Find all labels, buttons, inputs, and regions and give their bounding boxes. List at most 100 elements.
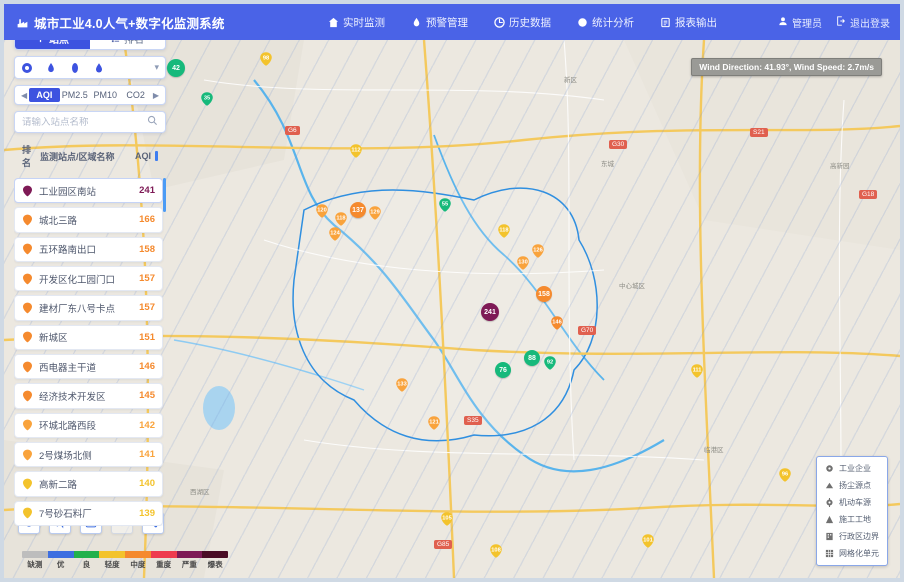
scale-swatch [99, 551, 125, 558]
scale-swatch [150, 551, 177, 558]
station-row[interactable]: 西电器主干道 146 [14, 353, 163, 380]
map-marker-pin[interactable]: 133 [395, 377, 409, 396]
user-icon [778, 16, 788, 29]
station-value: 140 [139, 478, 155, 490]
svg-text:146: 146 [552, 319, 561, 325]
map-marker-pin[interactable]: 124 [328, 226, 342, 245]
sort-icon[interactable] [155, 151, 158, 161]
station-row[interactable]: 开发区化工园门口 157 [14, 265, 163, 292]
station-row[interactable]: 高新二路 140 [14, 471, 163, 497]
road-label: G85 [434, 540, 453, 549]
nav-item-2[interactable]: 历史数据 [494, 15, 551, 30]
place-label: 东城 [601, 161, 614, 168]
station-row[interactable]: 工业园区南站 241 [14, 178, 163, 204]
station-name: 2号煤场北侧 [39, 450, 92, 462]
road-label: S21 [750, 128, 768, 137]
report-icon [660, 17, 671, 28]
nav-item-4[interactable]: 报表输出 [660, 15, 717, 30]
pollutant-tab-co2[interactable]: CO2 [126, 90, 145, 100]
map-marker-pin[interactable]: 92 [543, 355, 557, 374]
map-marker-pin[interactable]: 108 [489, 543, 503, 562]
svg-text:96: 96 [782, 471, 788, 477]
svg-text:92: 92 [547, 359, 553, 365]
map-marker-pin[interactable]: 120 [315, 203, 329, 222]
dust-icon[interactable] [93, 62, 105, 74]
user-account[interactable]: 管理员 [778, 15, 822, 30]
map-marker-bubble[interactable]: 158 [536, 286, 552, 302]
map-marker-pin[interactable]: 35 [200, 91, 214, 110]
map-marker-pin[interactable]: 129 [368, 205, 382, 224]
map-marker-pin[interactable]: 126 [531, 243, 545, 262]
svg-text:124: 124 [330, 230, 340, 236]
flame-icon[interactable] [45, 62, 57, 74]
station-name: 西电器主干道 [39, 362, 97, 374]
map-marker-pin[interactable]: 146 [550, 315, 564, 334]
station-list[interactable]: 工业园区南站 241 城北三路 166 五环路南出口 158 开发区化工园门口 157 建材厂东… [14, 178, 166, 526]
station-row[interactable]: 新城区 151 [14, 324, 163, 350]
map-marker-bubble[interactable]: 76 [495, 362, 511, 378]
header-value: AQI [134, 151, 151, 161]
map-marker-pin[interactable]: 55 [438, 197, 452, 216]
gas-icon[interactable] [69, 62, 81, 74]
station-name: 城北三路 [39, 215, 78, 227]
station-row[interactable]: 建材厂东八号卡点 157 [14, 295, 163, 321]
station-name: 高新二路 [39, 479, 78, 491]
station-row[interactable]: 五环路南出口 158 [14, 236, 163, 262]
pollutant-next-arrow[interactable]: ▶ [152, 90, 159, 100]
legend-label-2: 机动车源 [839, 498, 871, 507]
station-name: 五环路南出口 [39, 245, 97, 257]
map-marker-bubble[interactable]: 88 [524, 350, 540, 366]
station-value: 151 [139, 331, 155, 343]
marker-yellow-icon [22, 478, 33, 490]
map-marker-pin[interactable]: 98 [259, 51, 273, 70]
station-row[interactable]: 城北三路 166 [14, 207, 163, 233]
station-name: 经济技术开发区 [39, 391, 106, 403]
map-marker-pin[interactable]: 118 [334, 211, 348, 230]
nav-item-3[interactable]: 统计分析 [577, 15, 634, 30]
scale-swatch [176, 551, 203, 558]
search-icon[interactable] [147, 115, 158, 129]
chevron-down-icon[interactable]: ▾ [154, 62, 159, 72]
map-marker-pin[interactable]: 118 [497, 223, 511, 242]
map-marker-pin[interactable]: 121 [427, 415, 441, 434]
svg-text:126: 126 [533, 247, 542, 253]
main-nav: 实时监测 预警管理 历史数据 统计分析 [328, 15, 717, 30]
nav-item-1[interactable]: 预警管理 [411, 15, 468, 30]
map-marker-pin[interactable]: 130 [516, 255, 530, 274]
pollutant-tab-pm10[interactable]: PM10 [93, 90, 117, 100]
map-marker-pin[interactable]: 105 [440, 511, 454, 530]
pollutant-prev-arrow[interactable]: ◀ [21, 90, 28, 100]
scale-swatch [22, 551, 48, 558]
scale-swatch [125, 551, 151, 558]
logout-button[interactable]: 退出登录 [836, 15, 890, 30]
pollutant-tab-pm25[interactable]: PM2.5 [61, 90, 88, 100]
svg-text:111: 111 [693, 367, 702, 373]
map-marker-pin[interactable]: 111 [690, 363, 704, 382]
map-marker-bubble[interactable]: 42 [167, 59, 185, 77]
station-value: 142 [139, 419, 155, 431]
plant-gray-icon [825, 481, 834, 490]
station-row[interactable]: 经济技术开发区 145 [14, 383, 163, 409]
pollutant-tabs: ◀ AQI PM2.5 PM10 CO2 ▶ [14, 85, 166, 105]
marker-orange-icon [22, 243, 33, 255]
map-marker-pin[interactable]: 101 [641, 533, 655, 552]
pollutant-tab-aqi[interactable]: AQI [29, 88, 60, 102]
nav-item-0[interactable]: 实时监测 [328, 15, 385, 30]
wind-banner: Wind Direction: 41.93°, Wind Speed: 2.7m… [691, 58, 882, 76]
map-marker-pin[interactable]: 96 [778, 467, 792, 486]
map-marker-bubble[interactable]: 241 [481, 303, 499, 321]
scale-label: 轻度 [104, 560, 120, 569]
logout-label: 退出登录 [850, 18, 890, 30]
station-row[interactable]: 7号砂石料厂 139 [14, 500, 163, 526]
station-row[interactable]: 环城北路西段 142 [14, 412, 163, 438]
nav-label-0: 实时监测 [343, 16, 385, 29]
marker-orange-icon [22, 214, 33, 226]
map-marker-pin[interactable]: 112 [349, 143, 363, 162]
map-marker-bubble[interactable]: 137 [350, 202, 366, 218]
search-input[interactable] [22, 116, 147, 128]
station-row[interactable]: 2号煤场北侧 141 [14, 441, 163, 468]
marker-purple-icon [22, 185, 33, 197]
list-scrollbar[interactable] [163, 178, 166, 212]
drop-blue-icon[interactable] [21, 62, 33, 74]
